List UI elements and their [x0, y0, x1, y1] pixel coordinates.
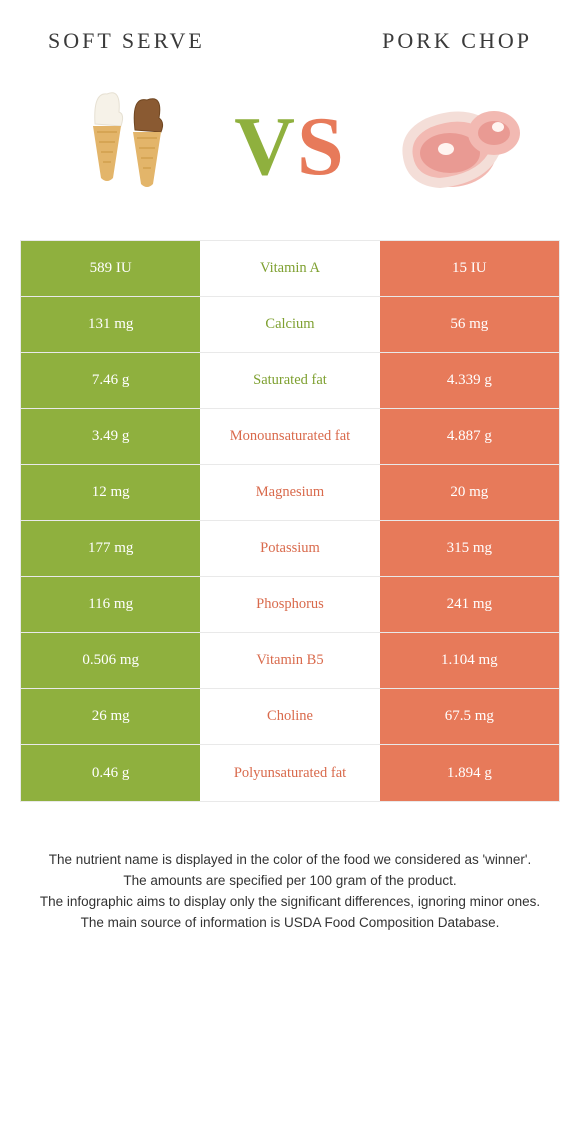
table-row: 26 mgCholine67.5 mg: [21, 689, 559, 745]
footer-line-1: The nutrient name is displayed in the co…: [38, 850, 542, 871]
left-value: 116 mg: [21, 577, 200, 632]
right-food-title: Pork chop: [382, 28, 532, 54]
right-value: 67.5 mg: [380, 689, 559, 744]
right-value: 241 mg: [380, 577, 559, 632]
vs-v: V: [234, 100, 297, 193]
header: Soft serve Pork chop: [0, 0, 580, 64]
table-row: 3.49 gMonounsaturated fat4.887 g: [21, 409, 559, 465]
right-value: 4.887 g: [380, 409, 559, 464]
table-row: 131 mgCalcium56 mg: [21, 297, 559, 353]
footer-notes: The nutrient name is displayed in the co…: [0, 802, 580, 934]
right-value: 1.104 mg: [380, 633, 559, 688]
table-row: 116 mgPhosphorus241 mg: [21, 577, 559, 633]
nutrient-label: Saturated fat: [200, 353, 379, 408]
right-value: 15 IU: [380, 241, 559, 296]
left-value: 7.46 g: [21, 353, 200, 408]
nutrient-label: Magnesium: [200, 465, 379, 520]
soft-serve-icon: [52, 82, 182, 212]
nutrient-label: Vitamin A: [200, 241, 379, 296]
left-value: 3.49 g: [21, 409, 200, 464]
vs-label: VS: [234, 105, 345, 189]
left-food-title: Soft serve: [48, 28, 205, 54]
nutrient-label: Calcium: [200, 297, 379, 352]
table-row: 12 mgMagnesium20 mg: [21, 465, 559, 521]
left-value: 0.46 g: [21, 745, 200, 801]
left-value: 0.506 mg: [21, 633, 200, 688]
vs-s: S: [297, 100, 346, 193]
right-value: 20 mg: [380, 465, 559, 520]
nutrient-label: Phosphorus: [200, 577, 379, 632]
left-value: 12 mg: [21, 465, 200, 520]
right-value: 315 mg: [380, 521, 559, 576]
table-row: 0.46 gPolyunsaturated fat1.894 g: [21, 745, 559, 801]
nutrient-label: Polyunsaturated fat: [200, 745, 379, 801]
footer-line-4: The main source of information is USDA F…: [38, 913, 542, 934]
nutrient-label: Potassium: [200, 521, 379, 576]
table-row: 589 IUVitamin A15 IU: [21, 241, 559, 297]
nutrient-label: Vitamin B5: [200, 633, 379, 688]
table-row: 7.46 gSaturated fat4.339 g: [21, 353, 559, 409]
nutrient-label: Monounsaturated fat: [200, 409, 379, 464]
table-row: 177 mgPotassium315 mg: [21, 521, 559, 577]
left-value: 589 IU: [21, 241, 200, 296]
left-value: 177 mg: [21, 521, 200, 576]
comparison-table: 589 IUVitamin A15 IU131 mgCalcium56 mg7.…: [20, 240, 560, 802]
footer-line-2: The amounts are specified per 100 gram o…: [38, 871, 542, 892]
table-row: 0.506 mgVitamin B51.104 mg: [21, 633, 559, 689]
footer-line-3: The infographic aims to display only the…: [38, 892, 542, 913]
left-value: 26 mg: [21, 689, 200, 744]
left-value: 131 mg: [21, 297, 200, 352]
nutrient-label: Choline: [200, 689, 379, 744]
right-value: 1.894 g: [380, 745, 559, 801]
images-row: VS: [0, 64, 580, 240]
right-value: 56 mg: [380, 297, 559, 352]
pork-chop-icon: [398, 82, 528, 212]
right-value: 4.339 g: [380, 353, 559, 408]
